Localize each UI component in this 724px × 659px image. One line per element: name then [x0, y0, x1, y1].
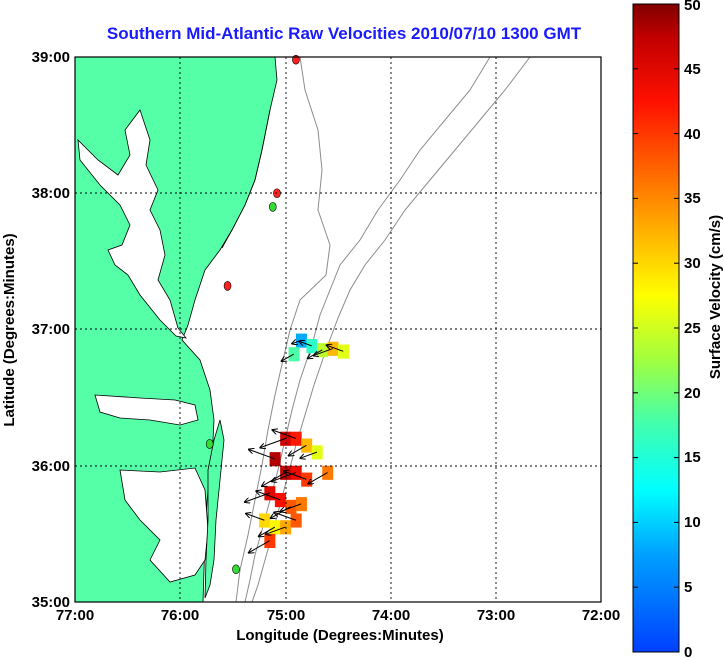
delmarva-shore — [221, 109, 271, 249]
velocity-cell — [301, 438, 313, 453]
outer-banks — [204, 419, 225, 599]
plot-frame — [74, 56, 602, 603]
contour-inner — [235, 57, 331, 602]
velocity-vector — [280, 503, 302, 512]
y-tick-label: 38:00 — [32, 185, 70, 202]
velocity-cell — [316, 343, 328, 358]
velocity-cell — [288, 347, 300, 362]
colorbar-tick-label: 5 — [684, 579, 692, 596]
velocity-cell — [306, 339, 318, 354]
velocity-cell — [259, 513, 271, 528]
colorbar-tick-label: 0 — [684, 644, 692, 659]
grid-lines — [75, 57, 601, 602]
x-tick-label: 75:00 — [267, 607, 305, 624]
velocity-vector — [260, 438, 286, 448]
y-ticks: 39:00 38:00 37:00 36:00 35:00 — [32, 49, 70, 611]
velocity-cell — [295, 497, 307, 512]
velocity-cell — [301, 472, 313, 487]
colorbar: 0 5 10 15 20 25 30 35 40 45 50 Surface V… — [632, 0, 724, 659]
velocity-cell — [338, 344, 350, 359]
y-tick-label: 36:00 — [32, 458, 70, 475]
velocity-cell — [290, 513, 302, 528]
velocity-vector — [246, 514, 265, 521]
x-tick-label: 72:00 — [582, 607, 620, 624]
colorbar-gradient — [632, 3, 680, 653]
colorbar-tick-label: 40 — [684, 126, 701, 143]
velocity-cell — [269, 520, 281, 535]
velocity-vector — [266, 526, 286, 534]
x-ticks: 77:00 76:00 75:00 74:00 73:00 72:00 — [56, 607, 620, 624]
velocity-cell — [322, 465, 334, 480]
chart-title: Southern Mid-Atlantic Raw Velocities 201… — [107, 24, 582, 43]
colorbar-tick-label: 15 — [684, 449, 701, 466]
y-axis-label: Latitude (Degrees:Minutes) — [1, 233, 18, 426]
velocity-vector — [249, 540, 270, 553]
velocity-vector — [300, 451, 318, 458]
velocity-vector — [256, 491, 281, 501]
y-tick-label: 39:00 — [32, 49, 70, 66]
velocity-cell — [264, 533, 276, 548]
colorbar-tick-label: 30 — [684, 255, 701, 272]
y-tick-label: 35:00 — [32, 594, 70, 611]
velocity-vector — [308, 472, 328, 484]
velocity-vector — [282, 353, 295, 361]
velocity-cell — [274, 493, 286, 508]
velocity-vector — [284, 471, 307, 480]
colorbar-tick-label: 20 — [684, 385, 701, 402]
x-tick-label: 77:00 — [56, 607, 94, 624]
x-tick-label: 74:00 — [372, 607, 410, 624]
colorbar-label: Surface Velocity (cm/s) — [707, 215, 724, 379]
velocity-cell — [269, 452, 281, 467]
y-tick-label: 37:00 — [32, 321, 70, 338]
colorbar-tick-label: 45 — [684, 61, 701, 78]
x-axis-label: Longitude (Degrees:Minutes) — [236, 627, 444, 644]
velocity-cell — [290, 465, 302, 480]
colorbar-tick-label: 50 — [684, 0, 701, 14]
velocity-vector — [327, 345, 344, 352]
station-marker — [232, 564, 240, 575]
station-marker — [268, 202, 277, 212]
chesapeake-bay — [77, 109, 187, 339]
x-tick-label: 76:00 — [161, 607, 199, 624]
velocity-cell — [285, 499, 297, 514]
colorbar-tick-label: 10 — [684, 514, 701, 531]
colorbar-tick-label: 35 — [684, 190, 701, 207]
velocity-cell — [295, 333, 307, 348]
colorbar-tick-label: 25 — [684, 320, 701, 337]
velocity-vectors — [245, 340, 344, 553]
station-marker — [205, 439, 214, 449]
station-marker — [223, 281, 232, 291]
colorbar-ticks — [633, 68, 679, 588]
velocity-vector — [273, 430, 297, 439]
velocity-vector — [299, 341, 312, 347]
velocity-cell — [290, 431, 302, 446]
x-tick-label: 73:00 — [477, 607, 515, 624]
velocity-cell — [311, 445, 323, 460]
velocity-vector — [249, 449, 276, 460]
velocity-vector — [289, 444, 307, 455]
velocity-cell — [264, 486, 276, 501]
velocity-cell — [327, 341, 339, 356]
velocity-vector — [274, 512, 297, 521]
pamlico-sound — [119, 467, 209, 583]
albemarle-sound — [94, 394, 199, 426]
